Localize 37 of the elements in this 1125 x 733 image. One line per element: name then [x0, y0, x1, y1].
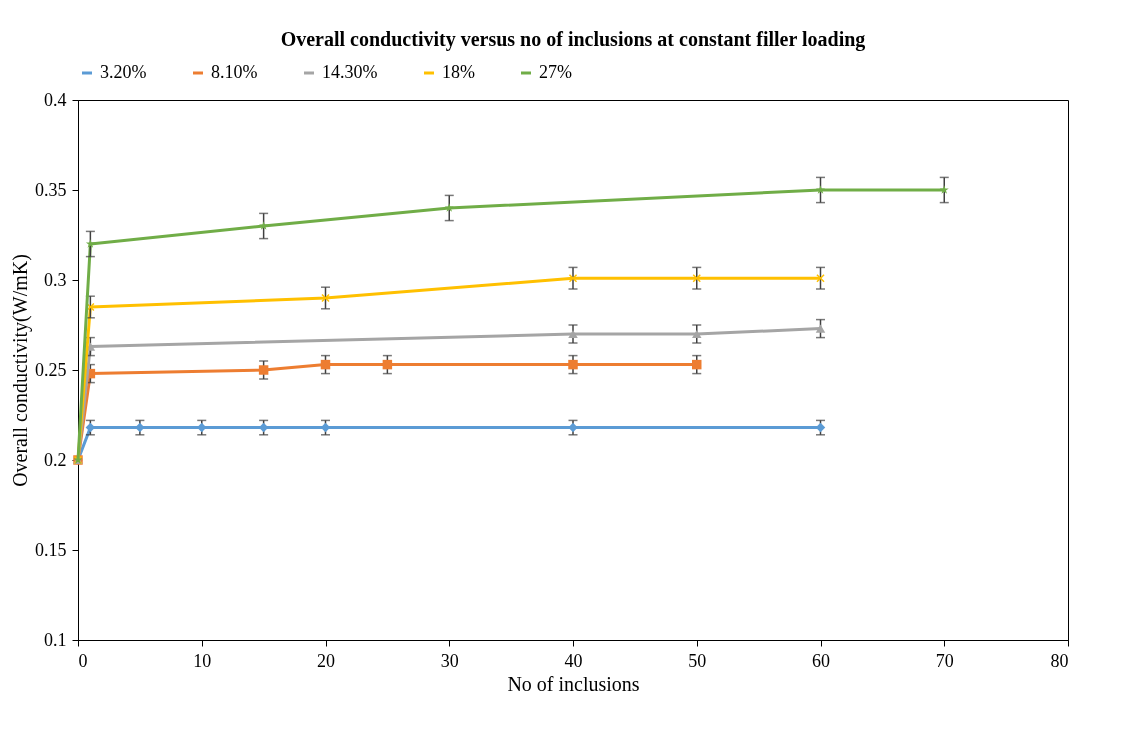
legend-label: 14.30%: [322, 62, 378, 82]
legend-label: 3.20%: [100, 62, 147, 82]
x-tick-label: 50: [688, 650, 707, 671]
point: [568, 329, 578, 339]
point: [568, 273, 578, 283]
x-tick-label: 70: [935, 650, 954, 671]
y-tick-label: 0.15: [35, 539, 67, 560]
x-tick-label: 10: [193, 650, 212, 671]
point: [321, 293, 330, 303]
point: [815, 185, 826, 194]
chart-title: Overall conductivity versus no of inclusions at constant filler loading: [280, 28, 866, 51]
x-tick-label: 80: [1050, 650, 1069, 671]
y-tick-label: 0.4: [44, 89, 67, 110]
x-tick-label: 0: [78, 650, 88, 671]
x-tick-label: 20: [317, 650, 335, 671]
point: [692, 329, 702, 339]
legend-label: 18%: [442, 62, 475, 82]
point: [382, 359, 393, 370]
x-tick-label: 40: [564, 650, 583, 671]
point: [692, 359, 702, 370]
point: [816, 273, 825, 283]
point: [568, 359, 578, 370]
x-axis-title: No of inclusions: [507, 672, 640, 695]
x-tick-label: 60: [812, 650, 830, 671]
y-tick-label: 0.25: [35, 359, 67, 380]
y-axis-title: Overall conductivity(W/mK): [9, 254, 32, 487]
point: [692, 273, 702, 283]
point: [815, 324, 826, 333]
legend-label: 27%: [539, 62, 572, 82]
y-tick-label: 0.35: [35, 179, 67, 200]
y-tick-label: 0.2: [44, 449, 67, 470]
y-tick-label: 0.1: [44, 629, 67, 650]
y-tick-label: 0.3: [44, 269, 67, 290]
legend-label: 8.10%: [211, 62, 258, 82]
point: [320, 359, 331, 370]
x-tick-label: 30: [440, 650, 459, 671]
point: [258, 365, 269, 375]
